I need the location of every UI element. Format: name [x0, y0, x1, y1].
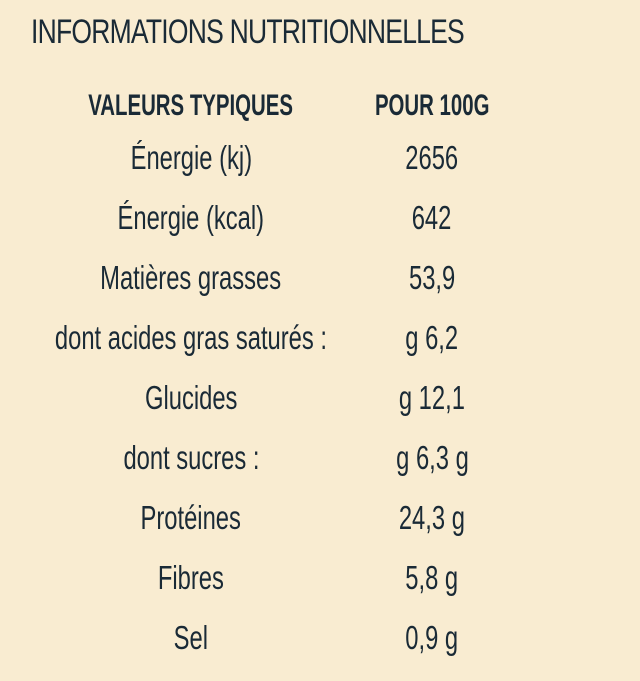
row-label-text: dont sucres : [122, 439, 260, 476]
row-value-text: 2656 [405, 139, 459, 176]
row-value-text: 24,3 g [398, 499, 466, 536]
header-per-100g-label: POUR 100G [374, 89, 490, 122]
row-label-text: dont acides gras saturés : [54, 319, 328, 356]
table-row: Énergie (kj) 2656 [0, 128, 640, 188]
row-label: Matières grasses [0, 248, 382, 308]
row-label: Glucides [0, 368, 382, 428]
row-value-text: 642 [412, 199, 452, 236]
row-label: Sel [0, 608, 382, 668]
row-label-text: Énergie (kj) [130, 139, 252, 176]
table-row: dont acides gras saturés : g 6,2 [0, 308, 640, 368]
row-value: 5,8 g [332, 548, 532, 608]
row-value-text: g 12,1 [398, 379, 466, 416]
row-value: 0,9 g [332, 608, 532, 668]
row-value: 53,9 [332, 248, 532, 308]
row-label-text: Fibres [157, 559, 225, 596]
row-value: g 6,3 g [332, 428, 532, 488]
row-value-text: 53,9 [408, 259, 456, 296]
row-label: Énergie (kcal) [0, 188, 382, 248]
row-value-text: 5,8 g [405, 559, 459, 596]
row-value: g 6,2 [332, 308, 532, 368]
row-value: 642 [332, 188, 532, 248]
page-title: INFORMATIONS NUTRITIONNELLES [31, 13, 465, 51]
row-label-text: Énergie (kcal) [117, 199, 265, 236]
row-label: Énergie (kj) [0, 128, 382, 188]
row-label: dont sucres : [0, 428, 382, 488]
header-per-100g: POUR 100G [332, 84, 532, 128]
row-value-text: g 6,2 [405, 319, 459, 356]
row-value-text: 0,9 g [405, 619, 459, 656]
table-row: Glucides g 12,1 [0, 368, 640, 428]
row-label: Protéines [0, 488, 382, 548]
table-row: Sel 0,9 g [0, 608, 640, 668]
table-header-row: VALEURS TYPIQUES POUR 100G [0, 84, 640, 128]
table-row: Matières grasses 53,9 [0, 248, 640, 308]
table-row: Énergie (kcal) 642 [0, 188, 640, 248]
header-typical-values-label: VALEURS TYPIQUES [88, 89, 294, 122]
header-typical-values: VALEURS TYPIQUES [0, 84, 382, 128]
table-row: Protéines 24,3 g [0, 488, 640, 548]
row-value-text: g 6,3 g [395, 439, 469, 476]
table-row: Fibres 5,8 g [0, 548, 640, 608]
table-row: dont sucres : g 6,3 g [0, 428, 640, 488]
row-label: dont acides gras saturés : [0, 308, 382, 368]
row-value: g 12,1 [332, 368, 532, 428]
row-label-text: Glucides [144, 379, 238, 416]
row-label-text: Sel [173, 619, 209, 656]
row-label-text: Protéines [140, 499, 242, 536]
row-value: 2656 [332, 128, 532, 188]
row-value: 24,3 g [332, 488, 532, 548]
nutrition-table: VALEURS TYPIQUES POUR 100G Énergie (kj) … [0, 84, 640, 668]
row-label: Fibres [0, 548, 382, 608]
row-label-text: Matières grasses [100, 259, 282, 296]
